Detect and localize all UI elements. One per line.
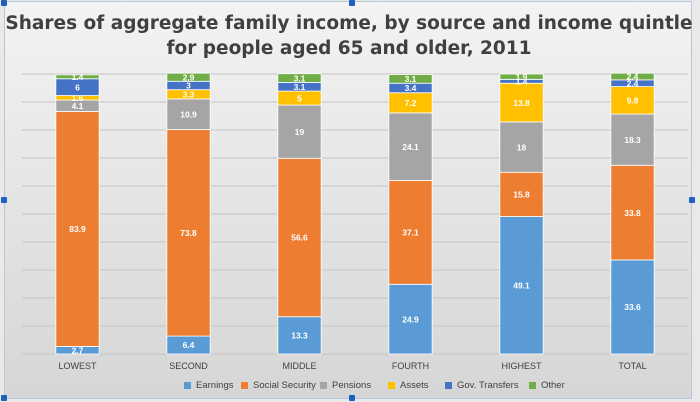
bar-segment <box>610 113 655 166</box>
bar-segment <box>388 179 433 285</box>
data-label: 4.1 <box>72 101 84 111</box>
data-label: 6.4 <box>183 340 195 350</box>
selection-handle-top-center[interactable] <box>349 0 355 6</box>
data-label: 6 <box>75 82 80 92</box>
bar-segment <box>55 74 100 80</box>
data-label: 3.1 <box>405 74 417 84</box>
data-label: 3.1 <box>294 82 306 92</box>
bar-segment <box>388 74 433 84</box>
legend-swatch <box>445 382 452 389</box>
bar-segment <box>610 164 655 261</box>
x-tick-label: TOTAL <box>618 361 646 371</box>
chart-title: Shares of aggregate family income, by so… <box>5 13 693 34</box>
data-label: 83.9 <box>69 224 86 234</box>
bar-segment <box>277 104 322 159</box>
data-label: 2.7 <box>72 345 84 355</box>
legend-item: Other <box>529 380 565 391</box>
bar-segment <box>499 73 544 80</box>
legend-swatch <box>320 382 327 389</box>
stacked-bar-chart: 2.783.94.11.661.4LOWEST6.473.810.93.332.… <box>22 72 688 371</box>
legend-label: Social Security <box>253 380 316 391</box>
chart-legend: Earnings Social Security Pensions Assets Gov… <box>5 380 693 396</box>
legend-item: Assets <box>388 380 429 391</box>
legend-item: Pensions <box>320 380 371 391</box>
data-label: 2.4 <box>627 72 639 82</box>
data-label: 1.4 <box>516 76 528 86</box>
legend-item: Earnings <box>184 380 234 391</box>
bar-segment <box>166 98 211 130</box>
legend-label: Earnings <box>196 380 234 391</box>
selection-handle-middle-left[interactable] <box>1 197 7 203</box>
bar-segment <box>610 72 655 81</box>
data-label: 33.8 <box>624 208 641 218</box>
data-label: 73.8 <box>180 228 197 238</box>
data-label: 2.4 <box>627 78 639 88</box>
data-label: 13.3 <box>291 331 308 341</box>
legend-swatch <box>184 382 191 389</box>
bar-segment <box>388 112 433 181</box>
data-label: 19 <box>295 127 305 137</box>
bar-segment <box>277 316 322 355</box>
data-label: 3.1 <box>294 73 306 83</box>
x-tick-label: LOWEST <box>58 361 97 371</box>
legend-item: Social Security <box>241 380 316 391</box>
bar-segment <box>499 171 544 217</box>
chart-area[interactable]: Shares of aggregate family income, by so… <box>4 1 693 399</box>
x-tick-label: MIDDLE <box>282 361 316 371</box>
data-label: 10.9 <box>180 109 197 119</box>
selection-handle-bottom-left[interactable] <box>1 395 7 401</box>
data-label: 18 <box>517 142 527 152</box>
data-label: 49.1 <box>513 280 530 290</box>
data-label: 37.1 <box>402 228 419 238</box>
data-label: 1.9 <box>516 72 528 82</box>
legend-swatch <box>529 382 536 389</box>
bar-segment <box>388 283 433 355</box>
data-label: 5 <box>297 93 302 103</box>
chart-subtitle: for people aged 65 and older, 2011 <box>166 38 532 59</box>
data-label: 18.3 <box>624 135 641 145</box>
data-label: 7.2 <box>405 98 417 108</box>
bar-segment <box>499 216 544 355</box>
data-label: 24.9 <box>402 314 419 324</box>
data-label: 3.4 <box>405 83 417 93</box>
data-label: 15.8 <box>513 190 530 200</box>
selection-handle-middle-right[interactable] <box>689 197 695 203</box>
data-label: 13.8 <box>513 98 530 108</box>
bar-segment <box>166 72 211 82</box>
legend-item: Gov. Transfers <box>445 380 519 391</box>
data-label: 3.3 <box>183 90 195 100</box>
selection-handle-top-left[interactable] <box>1 0 7 6</box>
legend-label: Assets <box>400 380 429 391</box>
data-label: 33.6 <box>624 302 641 312</box>
bar-segment <box>499 121 544 173</box>
legend-label: Pensions <box>332 380 372 391</box>
data-label: 9.8 <box>627 96 639 106</box>
x-tick-label: FOURTH <box>392 361 429 371</box>
data-label: 3 <box>186 81 191 91</box>
data-label: 1.6 <box>72 93 84 103</box>
bar-segment <box>55 111 100 347</box>
x-tick-label: SECOND <box>169 361 208 371</box>
legend-label: Other <box>541 380 565 391</box>
data-label: 24.1 <box>402 142 419 152</box>
data-label: 2.9 <box>183 72 195 82</box>
data-label: 1.4 <box>72 72 84 82</box>
data-label: 56.6 <box>291 233 308 243</box>
legend-swatch <box>241 382 248 389</box>
x-tick-label: HIGHEST <box>501 361 542 371</box>
bar-segment <box>277 157 322 318</box>
bar-segment <box>277 73 322 83</box>
legend-swatch <box>388 382 395 389</box>
selection-handle-bottom-center[interactable] <box>349 395 355 401</box>
bar-segment <box>166 129 211 337</box>
legend-label: Gov. Transfers <box>457 380 519 391</box>
